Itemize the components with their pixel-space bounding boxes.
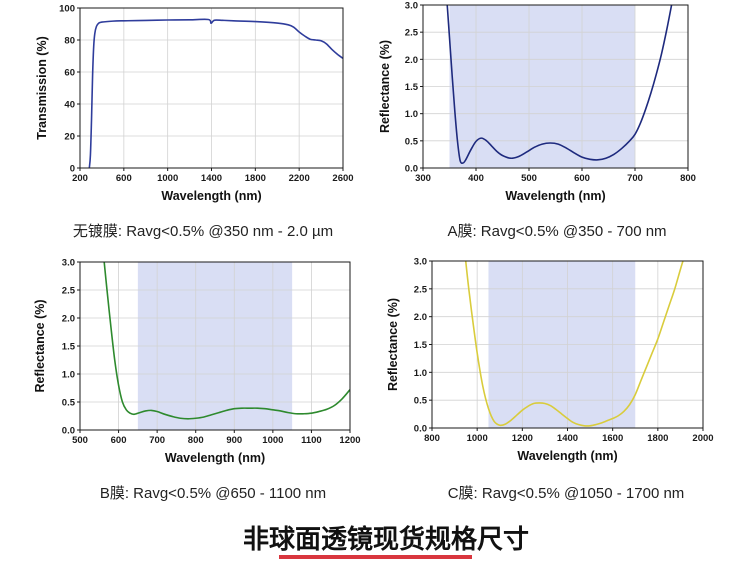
x-tick-label: 2000 — [692, 433, 713, 444]
x-tick-label: 1100 — [301, 435, 322, 446]
y-tick-label: 2.0 — [62, 314, 75, 325]
y-tick-label: 3.0 — [62, 258, 75, 269]
x-tick-label: 1000 — [262, 435, 283, 446]
y-tick-label: 0.0 — [405, 164, 418, 175]
y-axis-label: Reflectance (%) — [33, 299, 47, 392]
y-tick-label: 2.5 — [405, 28, 419, 39]
x-tick-label: 1000 — [467, 433, 488, 444]
x-tick-label: 1200 — [512, 433, 533, 444]
y-tick-label: 0 — [70, 164, 75, 175]
y-tick-label: 20 — [64, 132, 75, 143]
x-tick-label: 700 — [627, 173, 643, 184]
series-line — [446, 5, 673, 165]
x-axis-label: Wavelength (nm) — [165, 451, 265, 465]
y-tick-label: 1.0 — [62, 370, 75, 381]
y-tick-label: 0.5 — [405, 136, 419, 147]
y-axis-label: Reflectance (%) — [378, 40, 392, 133]
x-tick-label: 400 — [468, 173, 484, 184]
x-tick-label: 1800 — [245, 173, 266, 184]
x-tick-label: 600 — [116, 173, 132, 184]
y-axis-label: Transmission (%) — [35, 36, 49, 140]
y-tick-label: 2.0 — [405, 55, 418, 66]
chart-a-coating-reflectance: 300 400 500 600 700 800 0.0 0.5 1.0 1.5 2.0 2.5 3.0 W… — [378, 1, 696, 204]
y-tick-label: 3.0 — [405, 1, 418, 12]
x-tick-label: 500 — [72, 435, 88, 446]
x-tick-label: 1400 — [557, 433, 578, 444]
x-tick-label: 2600 — [332, 173, 353, 184]
x-tick-label: 500 — [521, 173, 537, 184]
page-title: 非球面透镜现货规格尺寸 — [243, 524, 529, 554]
x-tick-label: 200 — [72, 173, 88, 184]
y-tick-label: 0.5 — [414, 396, 428, 407]
series-line — [464, 261, 684, 427]
x-axis-label: Wavelength (nm) — [517, 449, 617, 463]
title-underline — [279, 555, 472, 559]
x-tick-label: 1000 — [157, 173, 178, 184]
x-tick-label: 800 — [680, 173, 696, 184]
chart-b-coating-reflectance: 500 600 700 800 900 1000 1100 1200 0.0 0.5 1.0 1.5 2… — [33, 258, 361, 466]
y-tick-label: 1.0 — [405, 109, 418, 120]
caption-b-coating: B膜: Ravg<0.5% @650 - 1100 nm — [100, 485, 326, 502]
x-tick-label: 600 — [574, 173, 590, 184]
caption-a-coating: A膜: Ravg<0.5% @350 - 700 nm — [447, 223, 666, 240]
y-tick-label: 2.0 — [414, 312, 427, 323]
caption-c-coating: C膜: Ravg<0.5% @1050 - 1700 nm — [448, 485, 685, 502]
y-tick-label: 1.5 — [414, 340, 428, 351]
y-tick-label: 1.5 — [62, 342, 76, 353]
y-tick-label: 1.5 — [405, 82, 419, 93]
x-tick-label: 1800 — [647, 433, 668, 444]
x-tick-label: 600 — [111, 435, 127, 446]
x-axis-label: Wavelength (nm) — [161, 189, 261, 203]
series-line — [103, 262, 350, 420]
series-line — [88, 18, 343, 168]
x-tick-label: 900 — [226, 435, 242, 446]
chart-uncoated-transmission: 200 600 1000 1400 1800 2200 2600 0 20 40 60 80 100 Wa… — [35, 4, 354, 204]
x-tick-label: 1200 — [339, 435, 360, 446]
x-tick-label: 1600 — [602, 433, 623, 444]
y-tick-label: 0.0 — [414, 424, 427, 435]
y-tick-label: 40 — [64, 100, 75, 111]
x-tick-label: 2200 — [289, 173, 310, 184]
x-tick-label: 300 — [415, 173, 431, 184]
y-tick-label: 80 — [64, 36, 75, 47]
chart-c-coating-reflectance: 800 1000 1200 1400 1600 1800 2000 0.0 0.5 1.0 1.5 2… — [386, 257, 714, 464]
y-tick-label: 100 — [59, 4, 75, 15]
y-tick-label: 3.0 — [414, 257, 427, 268]
y-tick-label: 1.0 — [414, 368, 427, 379]
y-tick-label: 0.5 — [62, 398, 76, 409]
x-tick-label: 800 — [188, 435, 204, 446]
x-tick-label: 800 — [424, 433, 440, 444]
y-axis-label: Reflectance (%) — [386, 298, 400, 391]
y-tick-label: 2.5 — [62, 286, 76, 297]
y-tick-label: 0.0 — [62, 426, 75, 437]
x-axis-label: Wavelength (nm) — [505, 189, 605, 203]
x-tick-label: 1400 — [201, 173, 222, 184]
x-tick-label: 700 — [149, 435, 165, 446]
caption-uncoated: 无镀膜: Ravg<0.5% @350 nm - 2.0 µm — [73, 223, 333, 240]
y-tick-label: 60 — [64, 68, 75, 79]
y-tick-label: 2.5 — [414, 284, 428, 295]
